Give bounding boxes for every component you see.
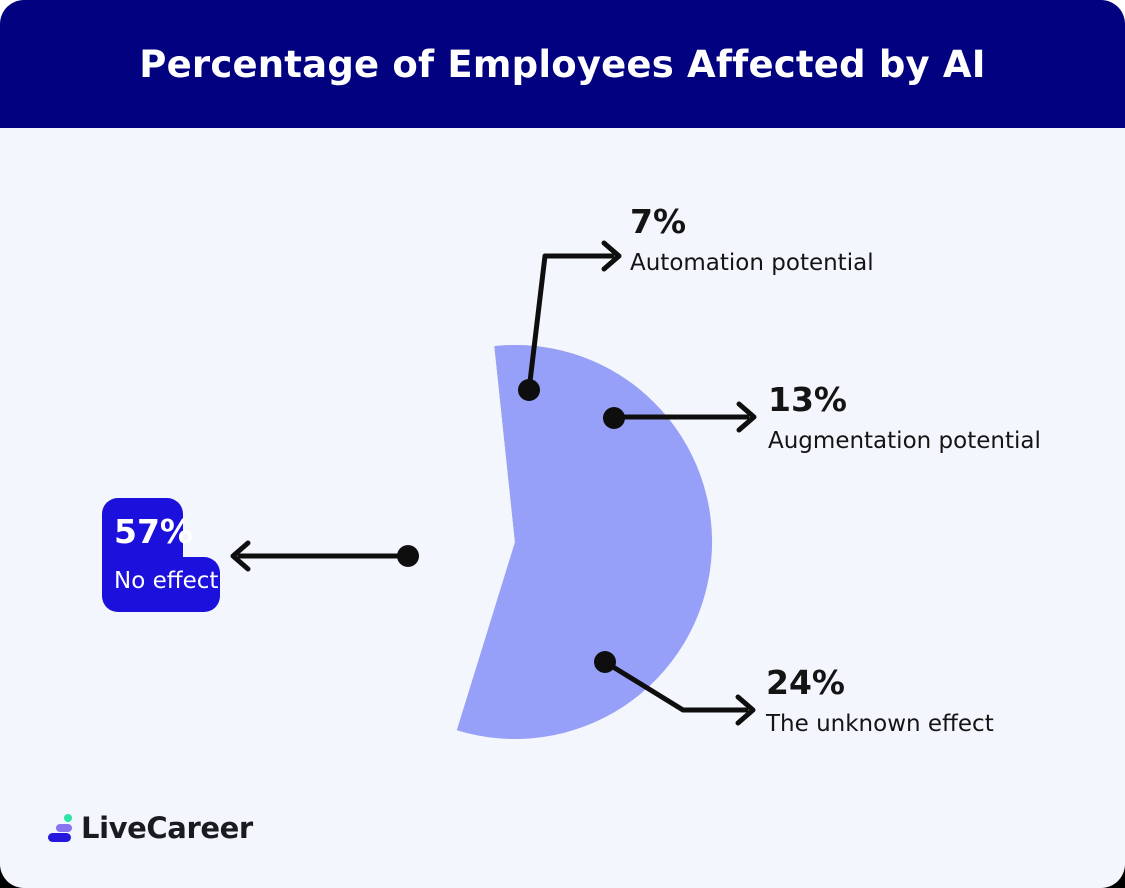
page-title: Percentage of Employees Affected by AI — [139, 42, 986, 86]
pie-slice-no-effect — [456, 345, 713, 740]
unknown-percent: 24% — [766, 663, 845, 702]
label-unknown-effect: 24% The unknown effect — [766, 665, 994, 738]
no-effect-badge-bottom — [102, 557, 220, 612]
callout-line-unknown — [602, 659, 749, 713]
arrow-right-icon — [736, 401, 757, 433]
callout-unknown — [594, 651, 756, 726]
callout-automation — [518, 240, 622, 401]
automation-label: Automation potential — [630, 250, 874, 276]
label-automation: 7% Automation potential — [630, 204, 874, 277]
unknown-label: The unknown effect — [766, 711, 994, 737]
callout-line-automation — [526, 253, 615, 393]
arrow-left-icon — [230, 540, 251, 572]
no-effect-label: No effect — [114, 568, 219, 594]
header-banner: Percentage of Employees Affected by AI — [0, 0, 1125, 128]
callout-dot-augmentation — [603, 407, 625, 429]
augmentation-percent: 13% — [768, 380, 847, 419]
automation-percent: 7% — [630, 202, 687, 241]
logo-purple-pill-icon — [56, 824, 72, 832]
label-augmentation: 13% Augmentation potential — [768, 382, 1041, 455]
footer: LiveCareer — [48, 811, 258, 847]
no-effect-badge: 57% No effect — [102, 498, 220, 612]
callout-no-effect — [230, 540, 419, 572]
logo-text: LiveCareer — [81, 811, 253, 845]
logo-green-dot-icon — [64, 814, 72, 822]
arrow-right-icon — [601, 240, 622, 272]
no-effect-percent: 57% — [114, 512, 193, 551]
logo-blue-pill-icon — [48, 833, 71, 842]
augmentation-label: Augmentation potential — [768, 428, 1041, 454]
callout-dot-unknown — [594, 651, 616, 673]
callout-dot-automation — [518, 379, 540, 401]
livecareer-logo: LiveCareer — [48, 811, 258, 847]
arrow-right-icon — [735, 694, 756, 726]
callout-augmentation — [603, 401, 757, 433]
pie-chart — [456, 345, 713, 740]
callout-dot-no-effect — [397, 545, 419, 567]
no-effect-badge-top — [102, 498, 183, 557]
